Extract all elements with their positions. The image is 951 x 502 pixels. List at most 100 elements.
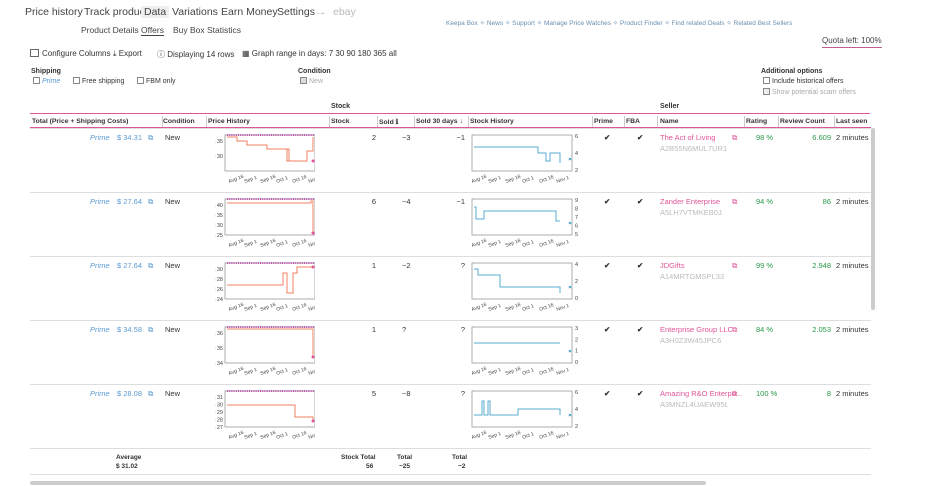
seller-group-header: Seller (660, 103, 680, 110)
stock-history-chart[interactable]: 4 2 0 Aug 16 Sep 1 Sep 16 Oct 1 Oct 16 Nov 1 (468, 259, 580, 317)
stock-history-chart[interactable]: 9 8 7 6 5 Aug 16 Sep 1 Sep 16 Oct 1 Oct 16 Nov 1 (468, 195, 580, 253)
stock-tick-label: 0 (575, 296, 578, 302)
col-total[interactable]: Total (Price + Shipping Costs) (32, 118, 129, 125)
sold30-value: ? (460, 261, 465, 270)
free-shipping-checkbox[interactable] (73, 77, 80, 84)
seller-name[interactable]: Amazing R&O Enterpri... (660, 389, 743, 398)
subtab-buy-box-statistics[interactable]: Buy Box Statistics (173, 25, 242, 35)
include-historical-filter[interactable]: Include historical offers (763, 77, 843, 85)
stock-history-chart[interactable]: 6 4 2 Aug 16 Sep 1 Sep 16 Oct 1 Oct 16 Nov 1 (468, 387, 580, 445)
date-tick-label: Aug 16 (471, 302, 488, 313)
prime-filter[interactable]: Prime (33, 77, 60, 85)
tab-settings[interactable]: Settings (277, 6, 315, 18)
col-price-history[interactable]: Price History (208, 118, 250, 125)
date-tick-label: Oct 16 (539, 238, 555, 249)
stock-chart-frame (471, 326, 573, 364)
stock-tick-label: 9 (575, 198, 578, 204)
stock-value: 5 (371, 389, 376, 398)
seller-link-icon[interactable]: ⧉ (732, 325, 738, 334)
top-links[interactable]: Keepa Box ✧ News ✧ Support ✧ Manage Pric… (446, 20, 793, 27)
seller-name[interactable]: The Act of Living (660, 133, 716, 142)
subtab-product-details[interactable]: Product Details (81, 25, 139, 35)
export-button[interactable]: ⤓ Export (113, 49, 142, 59)
date-tick-label: Oct 1 (522, 431, 535, 441)
external-link-icon[interactable]: ⧉ (148, 197, 154, 206)
date-tick-label: Nov 1 (556, 239, 571, 249)
seller-name[interactable]: JDGifts (660, 261, 685, 270)
col-stock[interactable]: Stock (331, 118, 350, 125)
date-tick-label: Sep 16 (505, 238, 522, 249)
seller-id: A3H0Z3W45JPC6 (660, 336, 722, 345)
fbm-only-checkbox[interactable] (137, 77, 144, 84)
include-historical-checkbox[interactable] (763, 77, 770, 84)
configure-columns-button[interactable]: Configure Columns (30, 49, 110, 58)
horizontal-scrollbar[interactable] (30, 481, 706, 485)
external-link-icon[interactable]: ⧉ (148, 325, 154, 334)
seller-link-icon[interactable]: ⧉ (732, 389, 738, 398)
table-row: Prime $ 27.64 ⧉ New 6 ~4 ~1 ✔ ✔ Zander Enterprise… (30, 192, 871, 255)
prime-label: Prime (90, 261, 110, 270)
col-review-count[interactable]: Review Count (780, 118, 825, 125)
tab-ebay[interactable]: ebay (333, 6, 356, 18)
price-tick-label: $ 35 (215, 139, 223, 145)
seller-link-icon[interactable]: ⧉ (732, 261, 738, 270)
tab-price-history[interactable]: Price history (25, 6, 83, 18)
seller-link-icon[interactable]: ⧉ (732, 197, 738, 206)
col-condition[interactable]: Condition (163, 118, 195, 125)
date-tick-label: Sep 1 (488, 431, 503, 441)
price-tick-label: $ 27 (215, 425, 223, 431)
col-rating[interactable]: Rating (746, 118, 768, 125)
seller-name[interactable]: Enterprise Group LLC (660, 325, 733, 334)
free-shipping-filter[interactable]: Free shipping (73, 77, 124, 85)
tab-data[interactable]: Data (141, 6, 170, 18)
external-link-icon[interactable]: ⧉ (148, 261, 154, 270)
seller-name[interactable]: Zander Enterprise (660, 197, 721, 206)
seller-id: A3MNZL4UAEW95L (660, 400, 729, 409)
graph-range-options[interactable]: 7 30 90 180 365 all (328, 49, 397, 58)
show-scam-checkbox[interactable] (763, 88, 770, 95)
price-chart-point (311, 419, 315, 423)
stock-history-chart[interactable]: 3 2 1 0 Aug 16 Sep 1 Sep 16 Oct 1 Oct 16 Nov 1 (468, 323, 580, 381)
date-tick-label: Nov 1 (308, 431, 315, 441)
tab-variations[interactable]: Variations (172, 6, 218, 18)
subtab-offers[interactable]: Offers (141, 25, 164, 36)
col-fba[interactable]: FBA (626, 118, 640, 125)
external-link-icon[interactable]: ⧉ (148, 133, 154, 142)
tab-earn-money[interactable]: Earn Money (221, 6, 278, 18)
price-chart-point (311, 265, 315, 269)
col-prime[interactable]: Prime (594, 118, 613, 125)
column-separator (624, 116, 625, 127)
table-row: Prime $ 34.58 ⧉ New 1?? ✔ ✔ Enterprise Group LL… (30, 320, 871, 383)
vertical-scrollbar[interactable] (871, 128, 875, 310)
col-sold[interactable]: Sold ℹ (379, 119, 399, 126)
prime-checkbox[interactable] (33, 77, 40, 84)
offer-price: $ 34.31 (117, 133, 143, 142)
col-name[interactable]: Name (660, 118, 679, 125)
col-stock-history[interactable]: Stock History (470, 118, 514, 125)
external-link-icon[interactable]: ⧉ (148, 389, 154, 398)
date-tick-label: Aug 16 (471, 366, 488, 377)
col-sold-30[interactable]: Sold 30 days ↓ (416, 118, 463, 125)
prime-label: Prime (90, 133, 110, 142)
stock-history-chart[interactable]: 6 4 2 Aug 16 Sep 1 Sep 16 Oct 1 Oct 16 Nov 1 (468, 131, 580, 189)
date-tick-label: Oct 16 (292, 302, 308, 313)
prime-label: Prime (90, 389, 110, 398)
col-last-seen[interactable]: Last seen (836, 118, 868, 125)
sold30-value: ? (460, 389, 465, 398)
show-scam-filter[interactable]: Show potential scam offers (763, 88, 856, 96)
graph-range[interactable]: ▦ Graph range in days: 7 30 90 180 365 a… (242, 49, 397, 58)
rows-info: ⓘ Displaying 14 rows (157, 49, 234, 60)
condition-new-filter[interactable]: New (300, 77, 323, 85)
tab-track-product[interactable]: Track product (84, 6, 148, 18)
seller-rating: 84 % (756, 325, 774, 334)
fbm-only-filter[interactable]: FBM only (137, 77, 176, 85)
seller-link-icon[interactable]: ⧉ (732, 133, 738, 142)
condition-new-checkbox[interactable] (300, 77, 307, 84)
price-tick-label: $ 40 (215, 203, 223, 209)
condition-title: Condition (298, 68, 331, 75)
